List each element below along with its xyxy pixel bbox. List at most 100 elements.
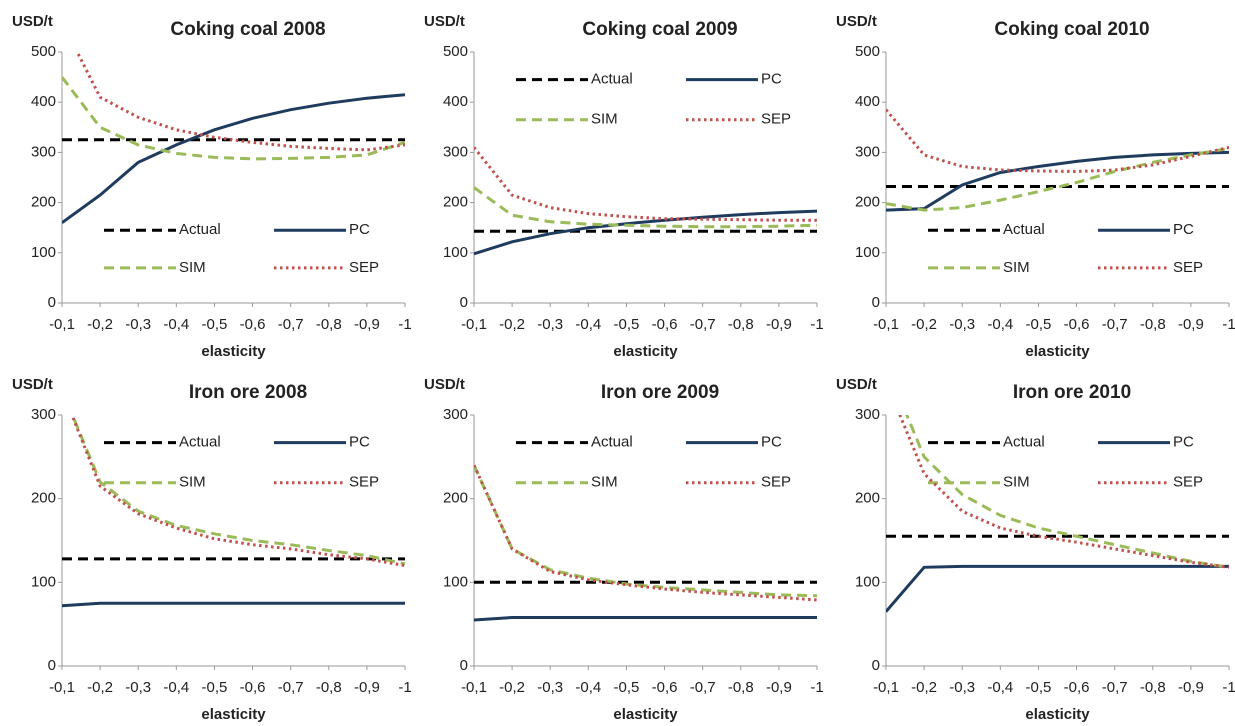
legend-label: Actual <box>1003 434 1045 451</box>
legend-label: SEP <box>349 474 379 491</box>
x-tick-label: -0,3 <box>537 316 563 333</box>
x-tick-label: -0,3 <box>949 316 975 333</box>
x-tick-label: -0,2 <box>499 316 525 333</box>
x-tick-label: -0,6 <box>240 316 266 333</box>
panel: Iron ore 2009 USD/t elasticity 0 100 200 300 -0… <box>424 376 824 723</box>
chart-title: Iron ore 2008 <box>189 382 307 403</box>
y-tick-label: 300 <box>31 143 56 160</box>
x-tick-label: -0,3 <box>949 679 975 696</box>
x-tick-label: -0,1 <box>49 316 75 333</box>
x-axis-label: elasticity <box>201 706 266 723</box>
legend-label: PC <box>761 71 782 88</box>
y-tick-label: 500 <box>855 43 880 60</box>
x-tick-label: -0,8 <box>316 679 342 696</box>
x-tick-label: -0,1 <box>49 679 75 696</box>
chart-title: Coking coal 2010 <box>994 19 1149 40</box>
y-tick-label: 300 <box>443 143 468 160</box>
legend-label: Actual <box>179 221 221 238</box>
series-line <box>886 108 1229 174</box>
panel: Coking coal 2009 USD/t elasticity 0 100 200 30… <box>424 13 824 360</box>
series-line <box>886 146 1229 212</box>
y-tick-label: 0 <box>460 294 468 311</box>
x-tick-label: -0,4 <box>163 679 189 696</box>
x-tick-label: -1 <box>810 316 823 333</box>
x-tick-label: -0,6 <box>1064 316 1090 333</box>
y-tick-label: 300 <box>855 143 880 160</box>
y-tick-label: 0 <box>872 294 880 311</box>
series-line <box>70 415 405 568</box>
x-tick-label: -0,7 <box>278 316 304 333</box>
chart-title: Iron ore 2009 <box>601 382 719 403</box>
legend-label: SEP <box>1173 474 1203 491</box>
x-tick-label: -0,8 <box>1140 679 1166 696</box>
x-tick-label: -0,6 <box>1064 679 1090 696</box>
legend-label: SEP <box>1173 259 1203 276</box>
series-line <box>62 76 405 161</box>
series-line <box>75 52 405 152</box>
x-tick-label: -0,5 <box>1026 679 1052 696</box>
series-line <box>474 209 817 256</box>
series-line <box>886 564 1229 613</box>
legend-label: PC <box>1173 221 1194 238</box>
x-tick-label: -0,2 <box>87 316 113 333</box>
y-tick-label: 100 <box>443 244 468 261</box>
y-tick-label: 0 <box>460 657 468 674</box>
x-tick-label: -0,4 <box>987 679 1013 696</box>
legend-label: PC <box>349 221 370 238</box>
y-tick-label: 400 <box>31 93 56 110</box>
legend-label: PC <box>761 434 782 451</box>
series-line <box>905 415 1229 569</box>
x-axis-label: elasticity <box>1025 706 1090 723</box>
y-tick-label: 100 <box>31 244 56 261</box>
series-line <box>70 415 405 566</box>
y-tick-label: 200 <box>443 490 468 507</box>
legend-label: SEP <box>761 474 791 491</box>
series-line <box>474 464 817 598</box>
y-tick-label: 300 <box>443 406 468 423</box>
legend-label: SIM <box>591 474 618 491</box>
y-tick-label: 200 <box>443 194 468 211</box>
y-tick-label: 200 <box>855 490 880 507</box>
legend-label: SEP <box>761 111 791 128</box>
legend-label: SEP <box>349 259 379 276</box>
y-tick-label: 200 <box>31 490 56 507</box>
series-line <box>898 415 1229 569</box>
y-tick-label: 0 <box>872 657 880 674</box>
y-axis-unit: USD/t <box>836 376 877 393</box>
y-tick-label: 0 <box>48 657 56 674</box>
x-tick-label: -0,1 <box>873 679 899 696</box>
panel: Coking coal 2010 USD/t elasticity 0 100 200 30… <box>836 13 1235 360</box>
y-axis-unit: USD/t <box>12 13 53 30</box>
legend-label: SIM <box>591 111 618 128</box>
y-tick-label: 100 <box>31 573 56 590</box>
x-tick-label: -0,9 <box>766 316 792 333</box>
y-tick-label: 100 <box>855 573 880 590</box>
x-tick-label: -0,6 <box>240 679 266 696</box>
series-line <box>62 601 405 608</box>
chart-title: Iron ore 2010 <box>1013 382 1131 403</box>
x-tick-label: -1 <box>398 316 411 333</box>
x-tick-label: -0,4 <box>575 316 601 333</box>
y-tick-label: 300 <box>31 406 56 423</box>
legend-label: PC <box>349 434 370 451</box>
x-tick-label: -0,9 <box>354 679 380 696</box>
chart-title: Coking coal 2008 <box>170 19 325 40</box>
x-tick-label: -0,6 <box>652 316 678 333</box>
y-axis-unit: USD/t <box>12 376 53 393</box>
x-axis-label: elasticity <box>613 343 678 360</box>
y-axis-unit: USD/t <box>424 376 465 393</box>
y-tick-label: 100 <box>443 573 468 590</box>
x-tick-label: -1 <box>1222 679 1235 696</box>
y-tick-label: 100 <box>855 244 880 261</box>
panel: Coking coal 2008 USD/t elasticity 0 100 200 30… <box>12 13 412 360</box>
x-tick-label: -0,9 <box>1178 679 1204 696</box>
series-line <box>474 146 817 222</box>
x-tick-label: -0,2 <box>87 679 113 696</box>
x-tick-label: -0,6 <box>652 679 678 696</box>
x-tick-label: -0,3 <box>537 679 563 696</box>
y-axis-unit: USD/t <box>836 13 877 30</box>
y-tick-label: 500 <box>31 43 56 60</box>
x-tick-label: -0,9 <box>354 316 380 333</box>
y-tick-label: 400 <box>855 93 880 110</box>
